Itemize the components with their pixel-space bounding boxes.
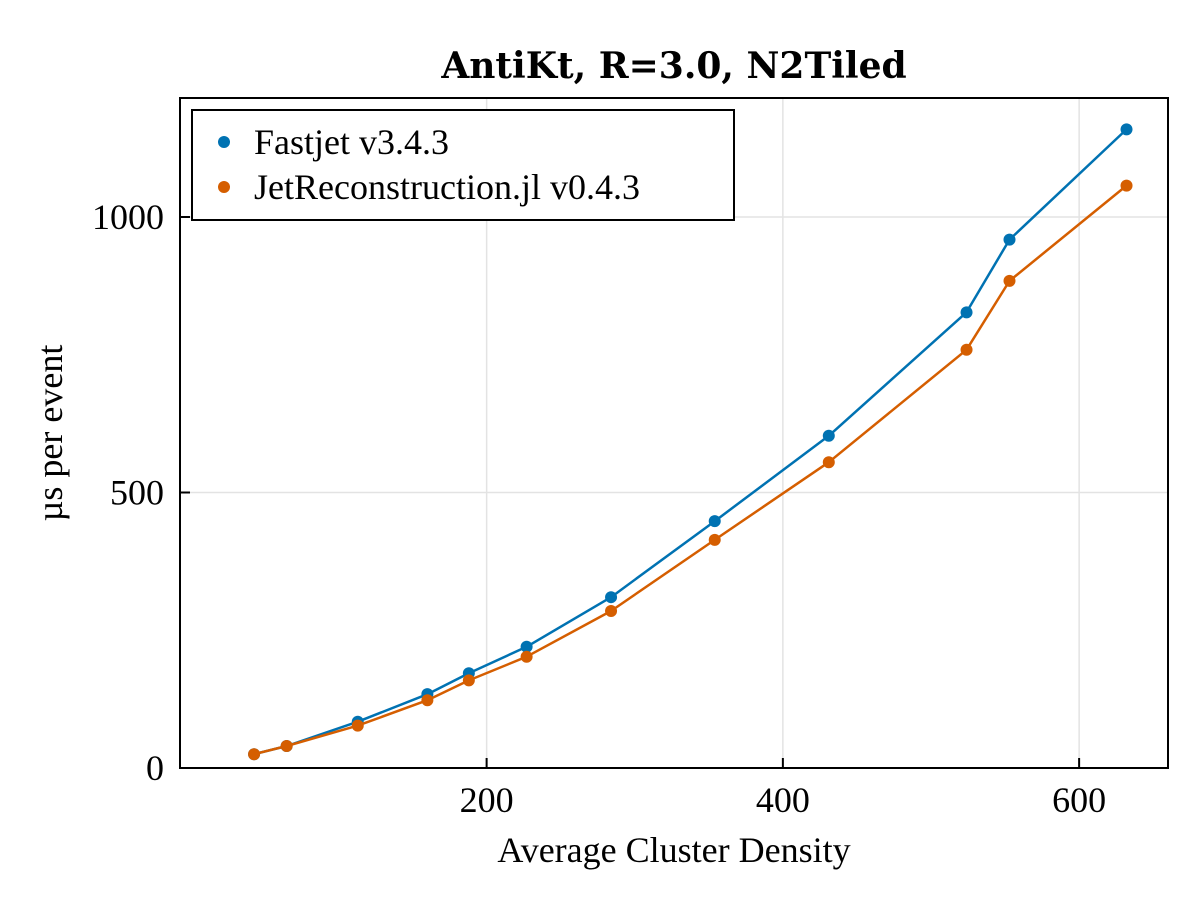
data-point-jetreconstruction bbox=[421, 694, 434, 707]
y-axis-label: µs per event bbox=[30, 345, 70, 522]
legend-entry-jetreconstruction: JetReconstruction.jl v0.4.3 bbox=[254, 167, 640, 207]
legend: Fastjet v3.4.3 JetReconstruction.jl v0.4… bbox=[191, 109, 735, 221]
legend-marker-jetreconstruction bbox=[218, 181, 230, 193]
data-point-jetreconstruction bbox=[351, 719, 364, 732]
data-point-jetreconstruction bbox=[280, 739, 293, 752]
data-point-jetreconstruction bbox=[248, 748, 261, 761]
x-tick-label: 600 bbox=[1052, 780, 1106, 820]
data-point-fastjet bbox=[708, 515, 721, 528]
data-point-fastjet bbox=[960, 306, 973, 319]
x-axis-label: Average Cluster Density bbox=[497, 830, 850, 870]
data-point-jetreconstruction bbox=[462, 674, 475, 687]
legend-entry-fastjet: Fastjet v3.4.3 bbox=[254, 122, 449, 162]
data-point-jetreconstruction bbox=[1003, 274, 1016, 287]
data-point-jetreconstruction bbox=[605, 604, 618, 617]
data-point-fastjet bbox=[1120, 123, 1133, 136]
data-point-fastjet bbox=[822, 429, 835, 442]
y-tick-label: 0 bbox=[146, 748, 164, 788]
data-point-jetreconstruction bbox=[708, 533, 721, 546]
y-tick-label: 1000 bbox=[92, 197, 164, 237]
data-point-jetreconstruction bbox=[822, 456, 835, 469]
data-point-jetreconstruction bbox=[960, 343, 973, 356]
legend-marker-fastjet bbox=[218, 136, 230, 148]
data-point-jetreconstruction bbox=[1120, 179, 1133, 192]
series-line-fastjet bbox=[253, 128, 1128, 756]
legend-box bbox=[191, 109, 735, 221]
data-point-fastjet bbox=[1003, 233, 1016, 246]
data-point-fastjet bbox=[520, 640, 533, 653]
x-tick-label: 400 bbox=[756, 780, 810, 820]
axis-ticks: 200 400 600 0 500 1000 bbox=[92, 197, 1106, 820]
data-point-jetreconstruction bbox=[520, 650, 533, 663]
chart-title: AntiKt, R=3.0, N2Tiled bbox=[440, 45, 906, 87]
plot-frame bbox=[179, 97, 1169, 769]
x-tick-label: 200 bbox=[460, 780, 514, 820]
y-tick-label: 500 bbox=[110, 473, 164, 513]
series-line-jetreconstruction bbox=[253, 184, 1128, 756]
data-point-fastjet bbox=[605, 591, 618, 604]
series-layer bbox=[248, 123, 1133, 761]
